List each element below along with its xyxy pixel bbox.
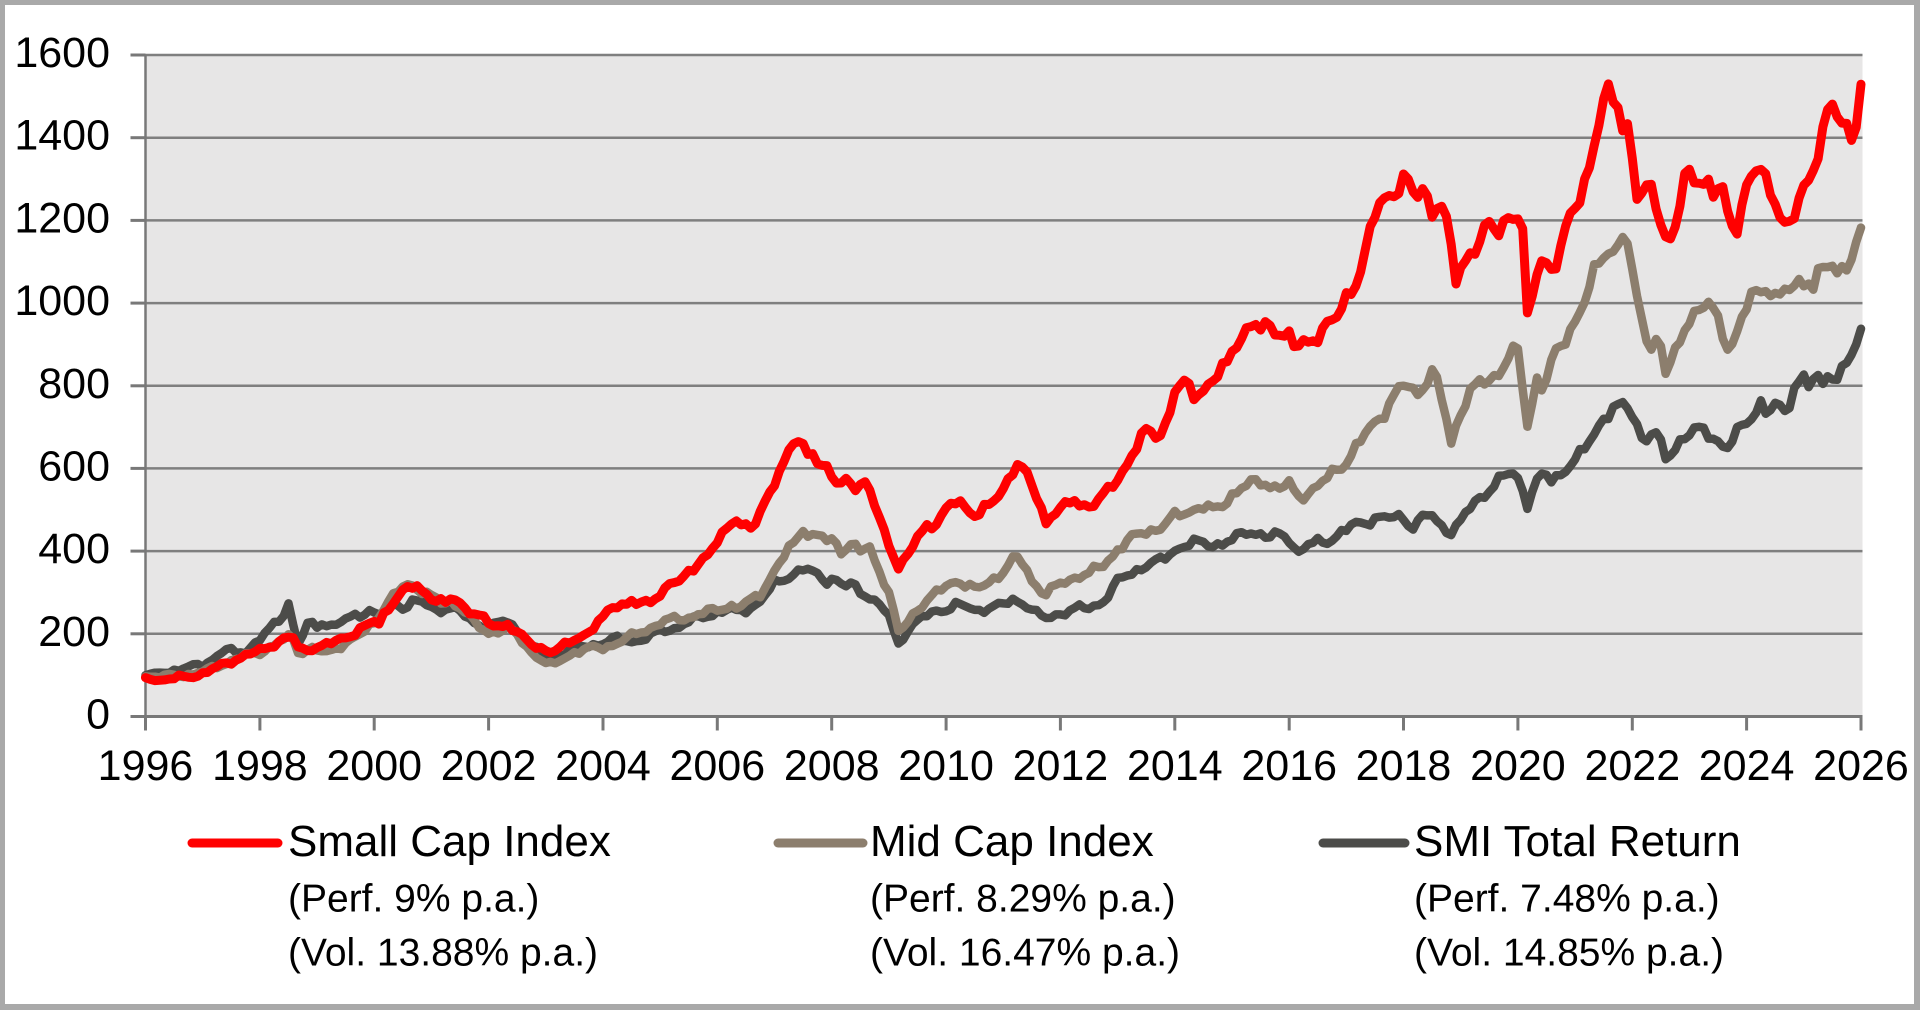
svg-text:SMI Total Return: SMI Total Return <box>1414 817 1741 866</box>
svg-text:200: 200 <box>38 608 110 656</box>
svg-text:2012: 2012 <box>1013 742 1109 790</box>
svg-text:2010: 2010 <box>898 742 994 790</box>
svg-text:2020: 2020 <box>1470 742 1566 790</box>
svg-text:1600: 1600 <box>14 29 110 77</box>
svg-text:2026: 2026 <box>1813 742 1909 790</box>
svg-text:2024: 2024 <box>1699 742 1795 790</box>
svg-text:1998: 1998 <box>212 742 308 790</box>
svg-text:(Perf. 8.29% p.a.): (Perf. 8.29% p.a.) <box>870 878 1176 921</box>
svg-text:Small Cap Index: Small Cap Index <box>288 817 611 866</box>
svg-text:(Perf. 9% p.a.): (Perf. 9% p.a.) <box>288 878 539 921</box>
svg-text:2022: 2022 <box>1584 742 1680 790</box>
svg-text:1400: 1400 <box>14 112 110 160</box>
svg-text:2004: 2004 <box>555 742 651 790</box>
svg-text:(Vol. 16.47% p.a.): (Vol. 16.47% p.a.) <box>870 932 1180 975</box>
svg-text:2006: 2006 <box>669 742 765 790</box>
svg-text:(Vol. 13.88% p.a.): (Vol. 13.88% p.a.) <box>288 932 598 975</box>
svg-text:(Perf. 7.48% p.a.): (Perf. 7.48% p.a.) <box>1414 878 1720 921</box>
svg-text:0: 0 <box>86 691 110 739</box>
svg-text:Mid Cap Index: Mid Cap Index <box>870 817 1154 866</box>
svg-text:2002: 2002 <box>441 742 537 790</box>
svg-text:400: 400 <box>38 525 110 573</box>
svg-text:2008: 2008 <box>784 742 880 790</box>
svg-text:1000: 1000 <box>14 277 110 325</box>
svg-text:2016: 2016 <box>1241 742 1337 790</box>
svg-text:600: 600 <box>38 442 110 490</box>
svg-text:2014: 2014 <box>1127 742 1223 790</box>
svg-text:1200: 1200 <box>14 194 110 242</box>
svg-text:1996: 1996 <box>98 742 194 790</box>
svg-text:(Vol. 14.85% p.a.): (Vol. 14.85% p.a.) <box>1414 932 1724 975</box>
svg-text:800: 800 <box>38 360 110 408</box>
svg-text:2018: 2018 <box>1356 742 1452 790</box>
svg-text:2000: 2000 <box>326 742 422 790</box>
